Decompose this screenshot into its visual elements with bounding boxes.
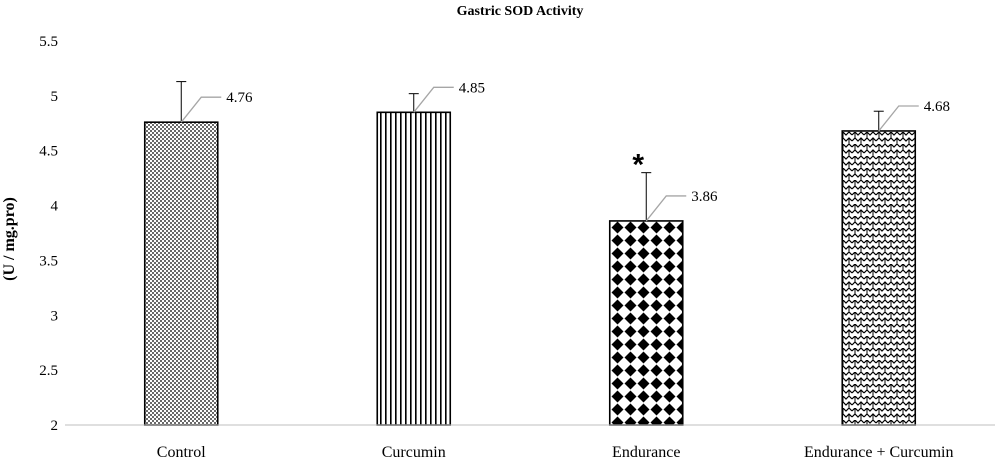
data-label-leader [180, 96, 222, 123]
bar-curcumin [376, 111, 452, 426]
bars [143, 111, 917, 426]
bar-control [143, 121, 219, 426]
data-labels: 4.76 4.85 3.86 4.68 * [180, 80, 950, 222]
data-label: 4.85 [459, 80, 485, 96]
y-tick-label: 2.5 [39, 363, 58, 379]
y-axis-label: (U / mg.pro) [1, 197, 18, 281]
y-tick-label: 2 [51, 418, 59, 434]
bar-endurance [608, 220, 684, 426]
data-label-leader [878, 105, 919, 132]
y-tick-label: 4.5 [39, 144, 58, 160]
data-label-leader [645, 195, 687, 222]
data-label-leader [413, 86, 454, 113]
chart-title: Gastric SOD Activity [457, 4, 584, 19]
y-tick-label: 5.5 [39, 34, 58, 50]
bar-endurance-curcumin [841, 130, 917, 426]
significance-marker: * [632, 149, 644, 182]
y-tick-label: 5 [51, 89, 59, 105]
y-tick-label: 3.5 [39, 253, 58, 269]
data-label: 3.86 [691, 189, 718, 205]
error-bars [176, 81, 884, 221]
y-tick-label: 4 [51, 199, 59, 215]
x-tick-label: Endurance [612, 444, 680, 461]
data-label: 4.68 [924, 99, 950, 115]
x-tick-label: Endurance + Curcumin [804, 444, 953, 461]
data-label: 4.76 [226, 90, 253, 106]
x-axis: Control Curcumin Endurance Endurance + Curc… [157, 444, 954, 461]
y-axis: 2 2.5 3 3.5 4 4.5 5 5.5 [39, 34, 58, 434]
y-tick-label: 3 [51, 308, 59, 324]
x-tick-label: Control [157, 444, 206, 461]
x-tick-label: Curcumin [382, 444, 446, 461]
